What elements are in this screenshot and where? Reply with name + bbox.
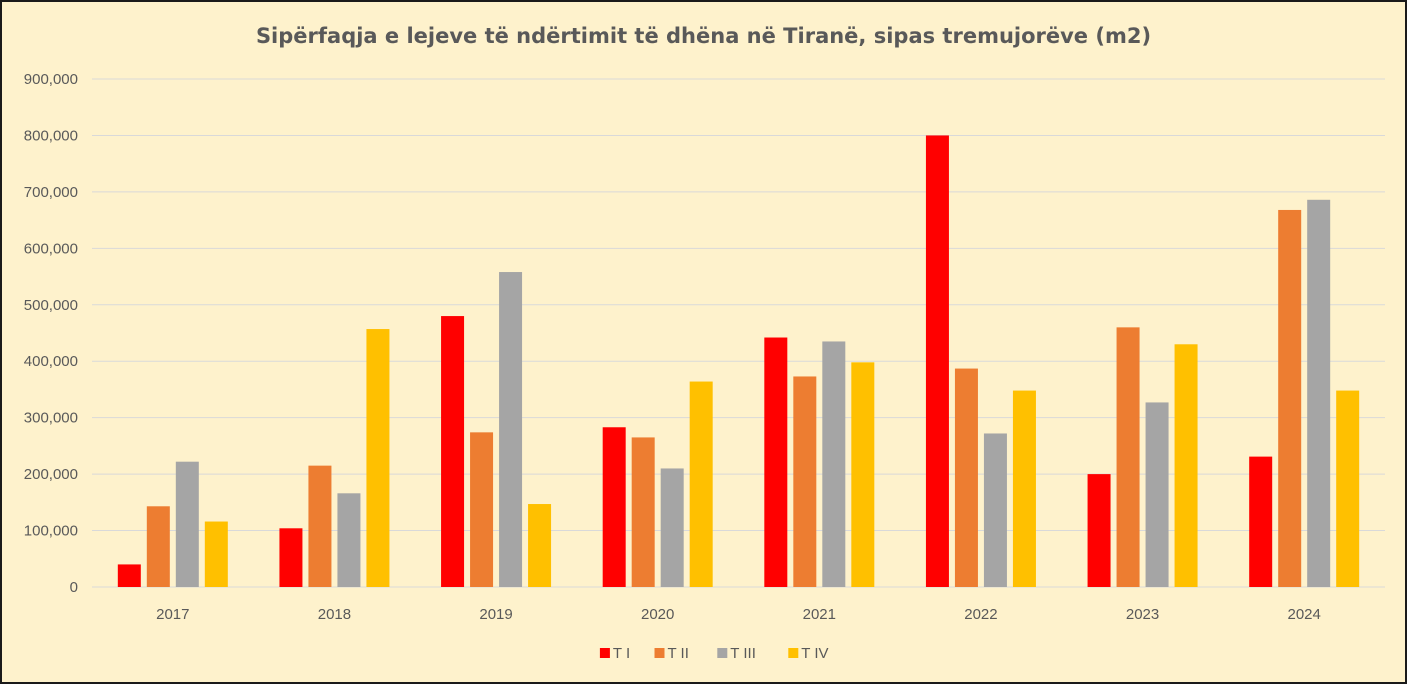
y-tick-label: 100,000: [24, 523, 78, 540]
bar-t-i-2017: [117, 564, 141, 587]
bar-t-ii-2021: [793, 376, 817, 587]
legend-label: T II: [668, 645, 689, 662]
bar-t-ii-2023: [1116, 327, 1140, 587]
bar-t-iii-2024: [1307, 199, 1331, 587]
bar-t-i-2018: [279, 528, 303, 587]
x-tick-label: 2022: [964, 606, 997, 623]
bar-t-ii-2017: [146, 506, 170, 587]
y-axis-ticks: 0 100,000 200,000 300,000 400,000 500,000 600,…: [24, 71, 78, 596]
bar-t-iii-2017: [175, 461, 199, 587]
bar-t-iii-2021: [822, 341, 846, 587]
bar-t-ii-2018: [308, 465, 332, 587]
y-tick-label: 300,000: [24, 410, 78, 427]
bar-t-iv-2023: [1174, 344, 1198, 587]
bar-t-ii-2019: [470, 432, 494, 587]
bar-t-iii-2020: [660, 468, 684, 587]
y-tick-label: 200,000: [24, 466, 78, 483]
legend-label: T III: [730, 645, 756, 662]
x-axis-ticks: 2017 2018 2019 2020 2021 2022 2023 2024: [156, 606, 1321, 623]
bar-t-i-2019: [441, 316, 465, 587]
y-tick-label: 500,000: [24, 297, 78, 314]
legend-swatch: [717, 648, 728, 658]
bar-t-iv-2017: [204, 521, 228, 587]
bar-t-iv-2022: [1012, 390, 1036, 587]
chart-title: Sipërfaqja e lejeve të ndërtimit të dhën…: [255, 24, 1152, 48]
bar-t-i-2021: [764, 337, 788, 587]
bar-t-iv-2018: [366, 329, 390, 587]
bar-t-ii-2020: [631, 437, 655, 587]
y-tick-label: 400,000: [24, 353, 78, 370]
bar-t-iii-2022: [983, 433, 1007, 587]
bar-t-ii-2024: [1278, 209, 1302, 587]
x-tick-label: 2023: [1126, 606, 1159, 623]
y-tick-label: 900,000: [24, 71, 78, 88]
bar-t-iii-2023: [1145, 402, 1169, 587]
bar-t-iv-2021: [851, 362, 875, 587]
x-tick-label: 2020: [641, 606, 674, 623]
bar-t-i-2023: [1087, 474, 1111, 587]
bar-t-iv-2019: [528, 504, 552, 587]
y-tick-label: 0: [70, 579, 78, 596]
bar-t-ii-2022: [954, 368, 978, 587]
bar-t-iii-2018: [337, 493, 361, 587]
bar-t-iii-2019: [499, 272, 523, 587]
x-tick-label: 2017: [156, 606, 189, 623]
x-tick-label: 2019: [479, 606, 512, 623]
bar-t-iv-2020: [689, 381, 713, 587]
gridlines: [92, 78, 1385, 588]
bar-t-iv-2024: [1336, 390, 1360, 587]
x-tick-label: 2021: [803, 606, 836, 623]
y-tick-label: 600,000: [24, 240, 78, 257]
legend-swatch: [654, 648, 665, 658]
bar-t-i-2020: [602, 427, 626, 587]
x-tick-label: 2024: [1288, 606, 1321, 623]
y-tick-label: 700,000: [24, 184, 78, 201]
x-tick-label: 2018: [318, 606, 351, 623]
legend-swatch: [599, 648, 610, 658]
bar-t-i-2024: [1249, 456, 1273, 587]
legend: T I T II T III T IV: [599, 645, 829, 662]
y-tick-label: 800,000: [24, 127, 78, 144]
legend-swatch: [788, 648, 799, 658]
legend-label: T IV: [801, 645, 828, 662]
legend-label: T I: [613, 645, 630, 662]
bars: [117, 135, 1360, 587]
bar-t-i-2022: [925, 135, 949, 587]
